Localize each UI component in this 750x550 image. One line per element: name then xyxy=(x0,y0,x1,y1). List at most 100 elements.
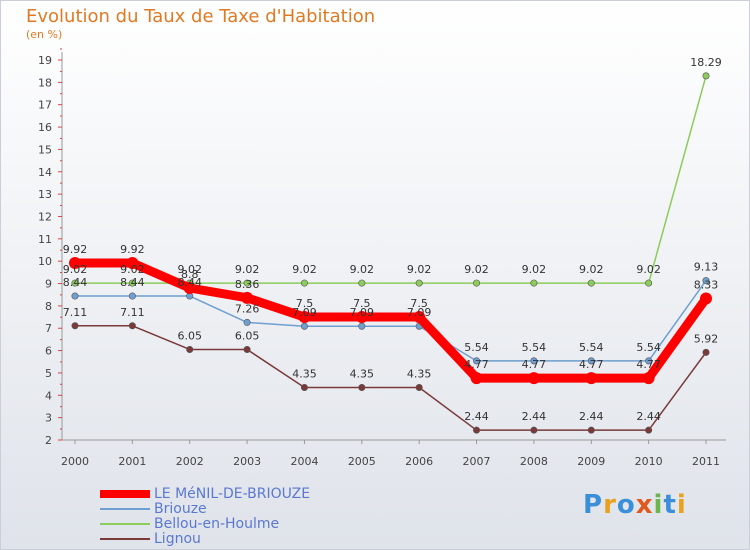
y-tick-label: 12 xyxy=(38,210,52,223)
legend-item: Lignou xyxy=(100,530,310,547)
data-label: 9.02 xyxy=(235,263,260,276)
x-tick-label: 2002 xyxy=(176,455,204,468)
data-label: 9.02 xyxy=(63,263,88,276)
data-label: 4.77 xyxy=(522,358,547,371)
x-tick-label: 2009 xyxy=(577,455,605,468)
y-tick-label: 10 xyxy=(38,255,52,268)
y-tick-label: 14 xyxy=(38,166,52,179)
series-line-2 xyxy=(75,75,707,284)
data-label: 4.77 xyxy=(464,358,489,371)
data-label: 7.11 xyxy=(120,306,145,319)
legend-item: Bellou-en-Houlme xyxy=(100,515,310,532)
data-point xyxy=(530,357,538,365)
data-point xyxy=(587,279,595,287)
data-point xyxy=(702,277,710,285)
data-label: 9.02 xyxy=(636,263,661,276)
data-label: 5.92 xyxy=(694,332,719,345)
data-point xyxy=(415,279,423,287)
data-label: 5.54 xyxy=(464,341,489,354)
data-point xyxy=(645,357,653,365)
x-tick-label: 2006 xyxy=(405,455,433,468)
data-label: 5.54 xyxy=(522,341,547,354)
data-point xyxy=(128,292,136,300)
data-label: 7.5 xyxy=(353,297,371,310)
y-tick-label: 8 xyxy=(45,300,52,313)
data-label: 7.09 xyxy=(292,306,317,319)
x-tick-label: 2005 xyxy=(348,455,376,468)
y-tick-label: 9 xyxy=(45,278,52,291)
data-label: 8.8 xyxy=(181,268,199,281)
y-tick-label: 19 xyxy=(38,54,52,67)
data-label: 2.44 xyxy=(464,410,489,423)
data-point xyxy=(358,322,366,330)
data-label: 4.35 xyxy=(350,367,375,380)
chart-legend: LE MéNIL-DE-BRIOUZE Briouze Bellou-en-Houl… xyxy=(100,486,310,547)
legend-label: Bellou-en-Houlme xyxy=(154,515,280,532)
data-label: 2.44 xyxy=(522,410,547,423)
data-label: 8.44 xyxy=(120,276,145,289)
y-tick-label: 7 xyxy=(45,322,52,335)
data-point xyxy=(243,279,251,287)
data-label: 9.02 xyxy=(120,263,145,276)
legend-label: Lignou xyxy=(154,530,201,547)
data-label: 9.02 xyxy=(579,263,604,276)
proxiti-logo: Proxiti xyxy=(583,490,687,520)
data-point xyxy=(645,426,653,434)
y-tick-label: 15 xyxy=(38,143,52,156)
data-label: 6.05 xyxy=(235,329,260,342)
data-label: 7.5 xyxy=(296,297,314,310)
data-point xyxy=(128,279,136,287)
x-tick-label: 2008 xyxy=(520,455,548,468)
logo-letter: i xyxy=(676,490,687,520)
data-point xyxy=(243,318,251,326)
data-point xyxy=(530,426,538,434)
logo-letter: o xyxy=(616,490,636,520)
y-tick-label: 4 xyxy=(45,389,52,402)
data-label: 9.02 xyxy=(464,263,489,276)
data-label: 9.02 xyxy=(350,263,375,276)
data-label: 7.26 xyxy=(235,302,260,315)
y-tick-label: 6 xyxy=(45,345,52,358)
data-label: 2.44 xyxy=(636,410,661,423)
data-point xyxy=(300,279,308,287)
data-point xyxy=(702,72,710,80)
data-label: 9.02 xyxy=(522,263,547,276)
data-point xyxy=(358,279,366,287)
data-point xyxy=(128,322,136,330)
data-point xyxy=(413,311,426,324)
data-point xyxy=(700,292,712,305)
data-point xyxy=(587,357,595,365)
logo-letter: x xyxy=(635,490,654,520)
data-label: 5.54 xyxy=(579,341,604,354)
data-point xyxy=(585,372,598,385)
x-tick-label: 2003 xyxy=(233,455,261,468)
logo-letter: P xyxy=(583,490,604,520)
data-label: 5.54 xyxy=(636,341,661,354)
legend-label: Briouze xyxy=(154,500,207,517)
data-point xyxy=(71,322,79,330)
data-point xyxy=(126,256,139,269)
data-point xyxy=(470,372,483,385)
data-point xyxy=(355,311,368,324)
data-point xyxy=(473,357,481,365)
data-label: 9.13 xyxy=(694,261,719,274)
data-point xyxy=(69,256,81,269)
data-point xyxy=(527,372,540,385)
data-label: 7.09 xyxy=(350,306,375,319)
y-tick-label: 17 xyxy=(38,99,52,112)
data-label: 9.02 xyxy=(177,263,202,276)
x-tick-label: 2007 xyxy=(463,455,491,468)
data-point xyxy=(645,279,653,287)
data-point xyxy=(473,279,481,287)
data-point xyxy=(300,322,308,330)
data-label: 7.5 xyxy=(410,297,428,310)
logo-letter: r xyxy=(603,490,617,520)
legend-item: Briouze xyxy=(100,500,310,517)
logo-letter: i xyxy=(653,490,664,520)
data-label: 9.02 xyxy=(292,263,317,276)
data-label: 6.05 xyxy=(177,329,202,342)
data-label: 7.11 xyxy=(63,306,88,319)
data-point xyxy=(473,426,481,434)
data-label: 9.02 xyxy=(407,263,432,276)
